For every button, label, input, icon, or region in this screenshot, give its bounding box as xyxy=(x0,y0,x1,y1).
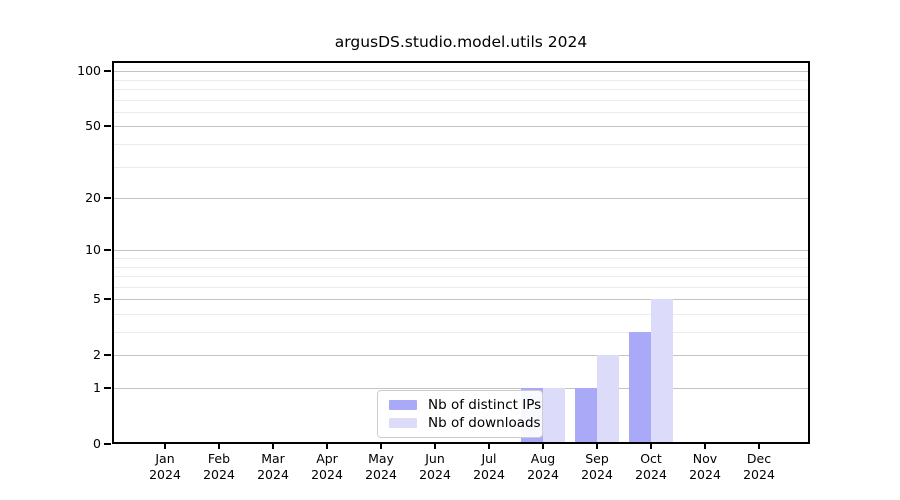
distinct-ips-swatch-icon xyxy=(389,400,417,410)
x-tick xyxy=(218,444,220,449)
y-tick-label: 20 xyxy=(85,190,101,206)
x-tick-label: Jan 2024 xyxy=(149,451,181,482)
gridline-major xyxy=(114,198,808,200)
y-tick xyxy=(104,125,111,128)
gridline-minor xyxy=(114,266,808,268)
x-tick xyxy=(650,444,652,449)
y-tick-label: 5 xyxy=(93,291,101,307)
x-tick-label: Mar 2024 xyxy=(257,451,289,482)
y-tick-label: 10 xyxy=(85,242,101,258)
gridline-major xyxy=(114,126,808,128)
x-tick-label: Oct 2024 xyxy=(635,451,667,482)
chart-title: argusDS.studio.model.utils 2024 xyxy=(334,33,588,51)
gridline-minor xyxy=(114,313,808,315)
gridline-minor xyxy=(114,166,808,168)
gridline-minor xyxy=(114,286,808,288)
gridline-minor xyxy=(114,276,808,278)
legend-item-downloads: Nb of downloads xyxy=(385,414,541,432)
y-tick-label: 0 xyxy=(93,436,101,451)
x-tick xyxy=(488,444,490,449)
gridline-major xyxy=(114,355,808,357)
legend-label-distinct-ips: Nb of distinct IPs xyxy=(428,397,542,413)
gridline-major xyxy=(114,71,808,73)
y-tick xyxy=(104,249,111,252)
x-tick xyxy=(758,444,760,449)
x-tick-label: Jun 2024 xyxy=(419,451,451,482)
y-tick xyxy=(104,354,111,357)
legend-label-downloads: Nb of downloads xyxy=(428,415,541,431)
y-tick xyxy=(104,443,111,445)
x-tick xyxy=(380,444,382,449)
x-tick-label: Jul 2024 xyxy=(473,451,505,482)
gridline-minor xyxy=(114,99,808,101)
x-tick-label: Nov 2024 xyxy=(689,451,721,482)
gridline-major xyxy=(114,388,808,389)
y-tick-label: 2 xyxy=(93,347,101,363)
x-tick xyxy=(164,444,166,449)
y-tick-label: 50 xyxy=(85,118,101,134)
gridline-minor xyxy=(114,89,808,91)
x-tick-label: Dec 2024 xyxy=(743,451,775,482)
plot-area xyxy=(112,61,810,444)
gridline-minor xyxy=(114,258,808,259)
x-tick xyxy=(704,444,706,449)
y-tick xyxy=(104,387,111,389)
bar-downloads xyxy=(597,355,619,442)
x-tick-label: Feb 2024 xyxy=(203,451,235,482)
y-tick xyxy=(104,70,111,73)
y-tick xyxy=(104,197,111,200)
x-tick xyxy=(542,444,544,449)
gridline-major xyxy=(114,299,808,301)
gridline-minor xyxy=(114,111,808,113)
legend-item-distinct-ips: Nb of distinct IPs xyxy=(385,396,541,414)
gridline-minor xyxy=(114,144,808,146)
x-tick xyxy=(434,444,436,449)
gridline-minor xyxy=(114,332,808,334)
bar-downloads xyxy=(543,388,565,442)
x-tick xyxy=(596,444,598,449)
legend: Nb of distinct IPs Nb of downloads xyxy=(377,390,543,438)
x-tick-label: May 2024 xyxy=(365,451,397,482)
x-tick-label: Apr 2024 xyxy=(311,451,343,482)
gridline-minor xyxy=(114,79,808,81)
bar-distinct-ips xyxy=(629,332,651,442)
x-tick-label: Sep 2024 xyxy=(581,451,613,482)
gridline-major xyxy=(114,250,808,252)
y-tick xyxy=(104,298,111,301)
y-tick-label: 100 xyxy=(77,63,101,79)
bar-distinct-ips xyxy=(575,388,597,442)
downloads-swatch-icon xyxy=(389,418,417,428)
x-tick xyxy=(326,444,328,449)
y-tick-label: 1 xyxy=(93,380,101,395)
x-tick-label: Aug 2024 xyxy=(527,451,559,482)
x-tick xyxy=(272,444,274,449)
bar-downloads xyxy=(651,299,673,442)
